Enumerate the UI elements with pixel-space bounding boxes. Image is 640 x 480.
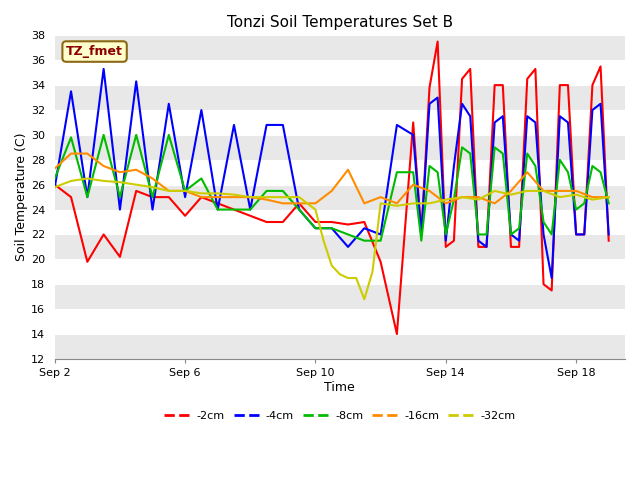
X-axis label: Time: Time [324, 381, 355, 394]
Bar [55, 309, 625, 334]
Title: Tonzi Soil Temperatures Set B: Tonzi Soil Temperatures Set B [227, 15, 453, 30]
Bar [55, 185, 625, 210]
Legend: -2cm, -4cm, -8cm, -16cm, -32cm: -2cm, -4cm, -8cm, -16cm, -32cm [160, 407, 520, 425]
Y-axis label: Soil Temperature (C): Soil Temperature (C) [15, 133, 28, 262]
Bar [55, 60, 625, 85]
Text: TZ_fmet: TZ_fmet [66, 45, 123, 58]
Bar [55, 110, 625, 135]
Bar [55, 160, 625, 185]
Bar [55, 36, 625, 60]
Bar [55, 334, 625, 359]
Bar [55, 259, 625, 284]
Bar [55, 135, 625, 160]
Bar [55, 284, 625, 309]
Bar [55, 210, 625, 234]
Bar [55, 85, 625, 110]
Bar [55, 234, 625, 259]
